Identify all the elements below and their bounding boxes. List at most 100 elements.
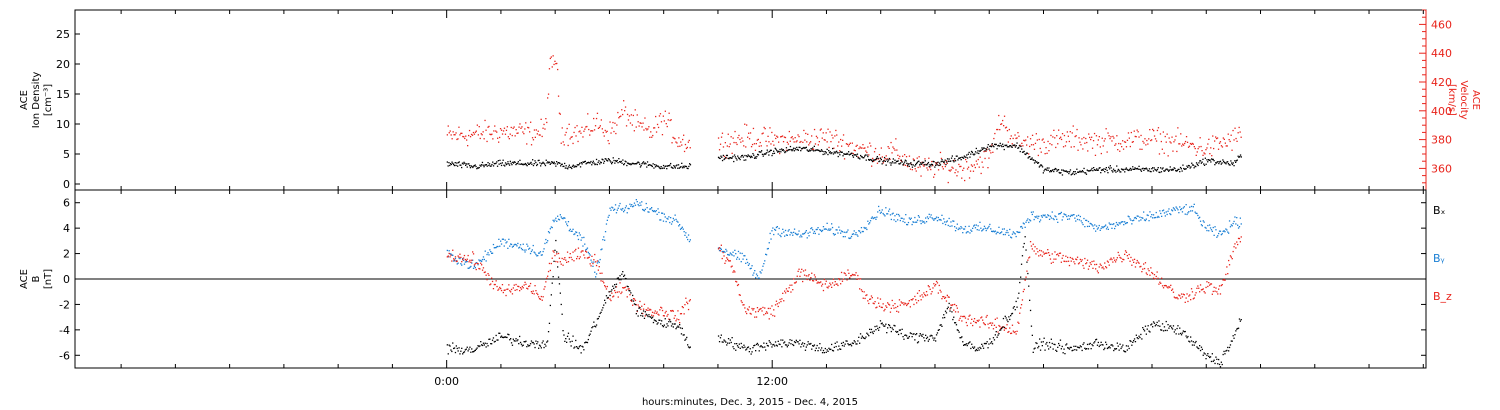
data-point — [580, 251, 582, 253]
data-point — [670, 166, 673, 168]
data-point — [953, 316, 955, 318]
data-point — [1140, 134, 1142, 137]
data-point — [1078, 137, 1080, 139]
data-point — [916, 157, 918, 159]
data-point — [903, 164, 905, 166]
data-point — [1227, 273, 1229, 275]
data-point — [1152, 217, 1154, 219]
data-point — [585, 163, 587, 165]
data-point — [1158, 320, 1160, 322]
data-point — [874, 147, 877, 150]
data-point — [966, 161, 968, 163]
data-point — [686, 301, 688, 303]
data-point — [1008, 146, 1010, 148]
data-point — [1150, 267, 1152, 269]
data-point — [823, 139, 825, 141]
data-point — [1068, 172, 1070, 175]
data-point — [1180, 168, 1182, 170]
data-point — [670, 325, 673, 327]
data-point — [738, 294, 740, 296]
data-point — [822, 349, 825, 352]
data-point — [1108, 168, 1111, 170]
data-point — [632, 298, 635, 300]
data-point — [1009, 327, 1011, 329]
data-point — [794, 137, 796, 139]
data-point — [1114, 169, 1116, 172]
data-point — [967, 231, 969, 233]
data-point — [565, 221, 567, 223]
data-point — [467, 267, 469, 269]
data-point — [763, 126, 765, 129]
data-point — [462, 259, 465, 261]
data-point — [757, 138, 759, 141]
data-point — [548, 161, 551, 163]
data-point — [1177, 325, 1179, 327]
data-point — [791, 136, 793, 138]
data-point — [1076, 258, 1078, 261]
data-point — [580, 352, 582, 354]
data-point — [1049, 143, 1051, 145]
data-point — [963, 155, 965, 157]
data-point — [1083, 167, 1085, 170]
data-point — [1006, 146, 1009, 148]
data-point — [894, 303, 896, 305]
data-point — [944, 310, 947, 312]
top-panel-frame — [74, 9, 1427, 191]
data-point — [533, 343, 535, 345]
data-point — [815, 135, 818, 137]
data-point — [839, 279, 841, 281]
data-point — [897, 333, 900, 336]
data-point — [871, 165, 873, 167]
data-point — [1119, 171, 1121, 173]
data-point — [718, 249, 721, 252]
data-point — [1200, 224, 1203, 226]
data-point — [969, 170, 972, 172]
data-point — [1070, 146, 1072, 148]
data-point — [1179, 143, 1181, 145]
data-point — [921, 294, 923, 296]
data-point — [966, 168, 969, 170]
data-point — [743, 304, 745, 306]
data-point — [1071, 350, 1073, 352]
data-point — [1053, 343, 1055, 345]
data-point — [583, 161, 585, 163]
data-point — [524, 341, 526, 343]
data-point — [602, 131, 604, 134]
data-point — [576, 164, 578, 166]
data-point — [472, 253, 475, 255]
data-point — [498, 332, 500, 334]
data-point — [1006, 130, 1009, 132]
data-point — [593, 162, 595, 164]
data-point — [1160, 282, 1162, 284]
data-point — [925, 291, 928, 293]
data-point — [633, 163, 635, 165]
data-point — [1091, 260, 1093, 263]
data-point — [978, 229, 980, 231]
data-point — [673, 137, 675, 139]
data-point — [1140, 219, 1142, 221]
data-point — [771, 230, 773, 232]
data-point — [960, 159, 962, 161]
data-point — [618, 205, 620, 207]
data-point — [822, 226, 825, 228]
data-point — [1128, 216, 1130, 218]
data-point — [619, 202, 621, 205]
data-point — [761, 269, 763, 271]
data-point — [736, 281, 738, 283]
data-point — [1239, 320, 1241, 322]
data-point — [784, 341, 786, 343]
data-point — [766, 248, 769, 250]
data-point — [473, 165, 475, 167]
data-point — [759, 308, 761, 310]
data-point — [1229, 140, 1231, 143]
data-point — [825, 280, 827, 282]
data-point — [583, 254, 585, 256]
data-point — [1195, 154, 1197, 156]
data-point — [959, 165, 961, 168]
data-point — [843, 272, 845, 274]
data-point — [873, 330, 875, 332]
data-point — [475, 268, 477, 271]
data-point — [850, 345, 853, 347]
data-point — [751, 156, 753, 158]
